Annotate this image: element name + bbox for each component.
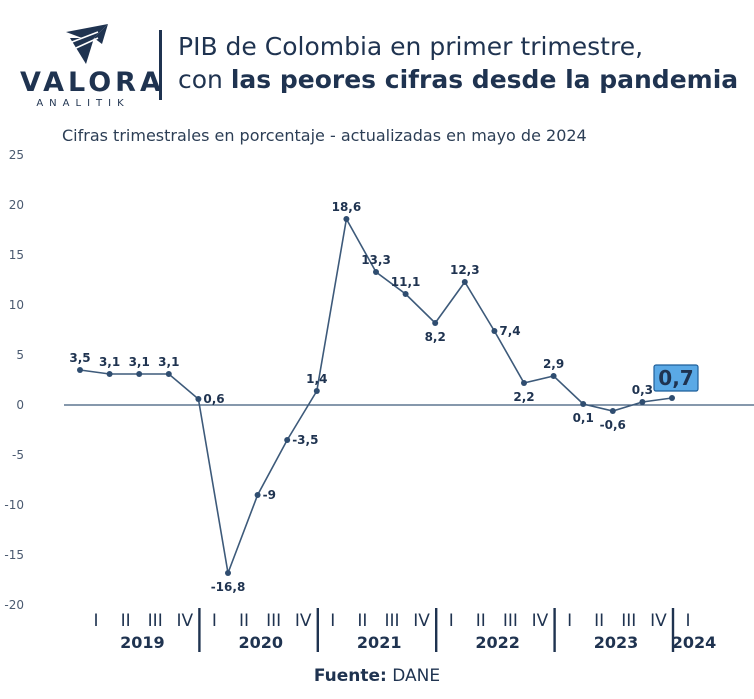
title-line-1: PIB de Colombia en primer trimestre, — [178, 32, 644, 61]
x-tick-quarter-label: IV — [295, 611, 312, 631]
data-label: 11,1 — [391, 275, 421, 289]
x-tick-quarter-label: III — [621, 611, 636, 631]
data-point — [491, 328, 498, 334]
x-tick-quarter-label: IV — [532, 611, 549, 631]
gdp-line-chart: 25 20 15 10 5 0 -5 -10 -15 -20 3,5 3,1 3,1 3,1 0,6 -16,… — [4, 148, 754, 652]
data-point — [373, 269, 379, 275]
title-line-2-prefix: con — [178, 65, 231, 94]
x-year-label: 2024 — [672, 633, 717, 652]
x-tick-quarter-label: III — [384, 611, 399, 631]
data-point — [521, 380, 527, 386]
data-point — [225, 570, 231, 576]
data-label: -9 — [263, 488, 276, 502]
x-year-label: 2019 — [120, 633, 165, 652]
brand-tagline: ANALITIK — [36, 98, 130, 109]
data-label: 0,1 — [573, 411, 594, 425]
data-point — [669, 395, 675, 401]
y-tick-label: -5 — [12, 448, 24, 462]
valora-logo: VALORA ANALITIK — [20, 24, 165, 109]
x-tick-quarter-label: I — [685, 611, 690, 631]
data-point — [254, 492, 261, 498]
data-label: 3,5 — [69, 351, 90, 365]
header-divider — [159, 30, 162, 100]
source-value: DANE — [392, 666, 441, 686]
data-label: 2,2 — [513, 390, 534, 404]
x-tick-quarter-label: IV — [176, 611, 193, 631]
data-label: -0,6 — [600, 418, 626, 432]
x-year-label: 2020 — [239, 633, 284, 652]
data-point — [195, 396, 202, 402]
data-point — [639, 399, 646, 405]
x-tick-quarter-label: II — [357, 611, 367, 631]
x-year-label: 2022 — [475, 633, 520, 652]
data-point — [313, 388, 320, 394]
y-tick-label: 0 — [16, 398, 24, 412]
data-point — [432, 320, 439, 326]
page-title: PIB de Colombia en primer trimestre, con… — [178, 30, 748, 96]
data-label: 1,4 — [306, 372, 327, 386]
data-label: 3,1 — [99, 355, 120, 369]
y-tick-label: 10 — [9, 298, 24, 312]
x-tick-quarter-label: II — [476, 611, 486, 631]
data-label: 12,3 — [450, 263, 480, 277]
data-point — [77, 367, 83, 373]
y-tick-label: 20 — [9, 198, 24, 212]
data-label: 0,7 — [658, 366, 693, 390]
data-point — [550, 373, 557, 379]
x-tick-quarter-label: I — [330, 611, 335, 631]
title-line-2-bold: las peores cifras desde la pandemia — [230, 65, 739, 94]
data-label: 3,1 — [129, 355, 150, 369]
data-label: 7,4 — [499, 324, 520, 338]
valora-mark-icon — [66, 24, 108, 64]
x-year-label: 2021 — [357, 633, 402, 652]
data-label: 18,6 — [332, 200, 362, 214]
x-tick-quarter-label: I — [449, 611, 454, 631]
y-tick-label: 15 — [9, 248, 24, 262]
x-tick-quarter-label: III — [266, 611, 281, 631]
data-point — [402, 291, 409, 297]
x-tick-quarter-label: IV — [413, 611, 430, 631]
data-point — [609, 408, 616, 414]
x-tick-quarter-label: I — [93, 611, 98, 631]
data-point — [136, 371, 143, 377]
data-label: -16,8 — [211, 580, 246, 594]
brand-name: VALORA — [20, 67, 165, 98]
data-point — [580, 401, 587, 407]
data-label: 3,1 — [158, 355, 179, 369]
y-tick-label: -15 — [4, 548, 24, 562]
source-label: Fuente: — [313, 666, 387, 686]
x-tick-quarter-label: II — [239, 611, 249, 631]
highlight-label-box — [653, 364, 699, 392]
data-point — [165, 371, 172, 377]
data-label: 8,2 — [425, 330, 446, 344]
title-line-2: con las peores cifras desde la pandemia — [178, 63, 748, 96]
x-year-label: 2023 — [594, 633, 639, 652]
source-note: Fuente: DANE — [0, 666, 754, 686]
data-point — [461, 279, 468, 285]
chart-subtitle: Cifras trimestrales en porcentaje - actu… — [62, 126, 587, 145]
x-tick-quarter-label: III — [503, 611, 518, 631]
data-point — [106, 371, 113, 377]
data-label: 0,6 — [203, 392, 224, 406]
y-tick-label: 5 — [16, 348, 24, 362]
data-label: 0,3 — [632, 383, 653, 397]
x-tick-quarter-label: IV — [650, 611, 667, 631]
data-label: -3,5 — [292, 433, 318, 447]
data-label: 13,3 — [361, 253, 391, 267]
data-point — [284, 437, 291, 443]
data-point — [343, 216, 350, 222]
data-label: 2,9 — [543, 357, 564, 371]
x-tick-quarter-label: III — [148, 611, 163, 631]
y-tick-label: -20 — [4, 598, 24, 612]
x-tick-quarter-label: I — [212, 611, 217, 631]
x-tick-quarter-label: II — [121, 611, 131, 631]
x-tick-quarter-label: I — [567, 611, 572, 631]
y-tick-label: 25 — [9, 148, 24, 162]
x-tick-quarter-label: II — [594, 611, 604, 631]
y-tick-label: -10 — [4, 498, 24, 512]
